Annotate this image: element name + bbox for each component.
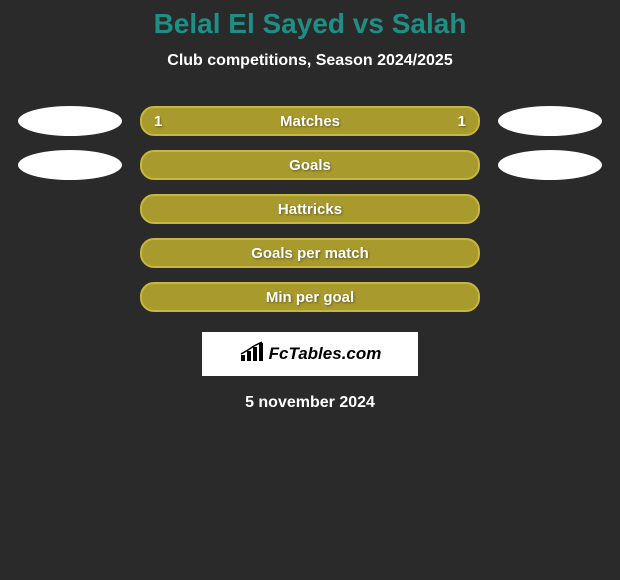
title-vs: vs xyxy=(353,8,384,39)
stat-value-left: 1 xyxy=(154,113,162,130)
stat-bar: Min per goal xyxy=(140,282,480,312)
stat-row: Hattricks xyxy=(0,194,620,224)
left-ellipse xyxy=(18,150,122,180)
stat-bar: Goals xyxy=(140,150,480,180)
stat-label: Goals per match xyxy=(251,245,369,262)
stat-label: Hattricks xyxy=(278,201,342,218)
page-title: Belal El Sayed vs Salah xyxy=(0,8,620,40)
right-ellipse xyxy=(498,150,602,180)
logo-text: FcTables.com xyxy=(269,344,382,364)
stat-label: Matches xyxy=(280,113,340,130)
stat-row: Min per goal xyxy=(0,282,620,312)
date-text: 5 november 2024 xyxy=(0,394,620,412)
stat-row: Goals per match xyxy=(0,238,620,268)
right-ellipse xyxy=(498,106,602,136)
stat-row: Goals xyxy=(0,150,620,180)
infographic-container: Belal El Sayed vs Salah Club competition… xyxy=(0,0,620,412)
stat-row: 1 Matches 1 xyxy=(0,106,620,136)
logo-box: FcTables.com xyxy=(202,332,418,376)
stats-rows: 1 Matches 1 Goals Hattricks Goals per match Mi… xyxy=(0,106,620,312)
title-player1: Belal El Sayed xyxy=(154,8,345,39)
stat-bar: 1 Matches 1 xyxy=(140,106,480,136)
stat-value-right: 1 xyxy=(458,113,466,130)
stat-bar: Goals per match xyxy=(140,238,480,268)
stat-label: Goals xyxy=(289,157,331,174)
left-ellipse xyxy=(18,106,122,136)
stat-label: Min per goal xyxy=(266,289,354,306)
stat-bar: Hattricks xyxy=(140,194,480,224)
subtitle: Club competitions, Season 2024/2025 xyxy=(0,52,620,70)
title-player2: Salah xyxy=(392,8,467,39)
bar-chart-icon xyxy=(239,341,265,368)
